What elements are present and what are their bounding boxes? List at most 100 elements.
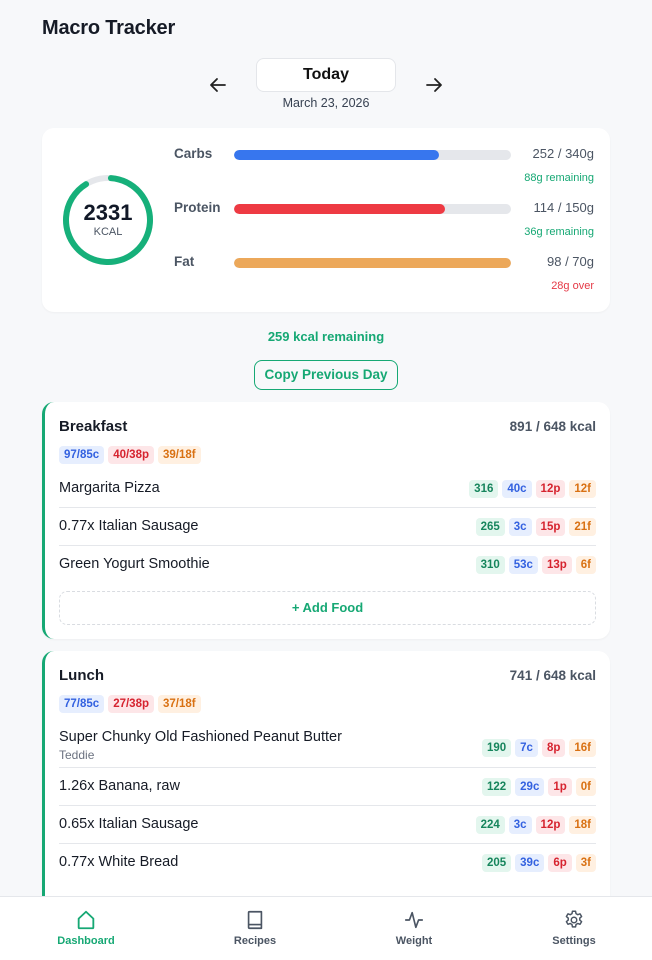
protein-badge: 15p xyxy=(535,518,566,536)
macro-row-protein: Protein 114 / 150g 36g remaining xyxy=(174,200,594,240)
kcal-remaining: 259 kcal remaining xyxy=(267,329,385,344)
kcal-badge: 205 xyxy=(481,854,512,872)
kcal-badge: 122 xyxy=(481,778,512,796)
macro-status: 28g over xyxy=(551,280,594,292)
fat-badge: 16f xyxy=(569,739,596,757)
copy-previous-day-button[interactable]: Copy Previous Day xyxy=(254,360,398,390)
book-icon xyxy=(247,910,263,930)
nav-label: Settings xyxy=(552,935,596,947)
today-button[interactable]: Today xyxy=(256,58,396,92)
protein-badge: 12p xyxy=(535,816,566,834)
kcal-badge: 310 xyxy=(475,556,505,574)
macro-amount: 252 / 340g xyxy=(532,146,594,161)
calorie-ring: 2331 KCAL xyxy=(62,174,154,266)
food-item[interactable]: 0.77x White Bread 205 39c 6p 3f xyxy=(59,844,596,882)
fat-badge: 18f xyxy=(569,816,596,834)
macro-name: Protein xyxy=(174,200,221,215)
calorie-total: 2331 xyxy=(83,200,133,225)
date-navigator: Today March 23, 2026 xyxy=(0,58,652,114)
kcal-badge: 190 xyxy=(481,739,512,757)
meal-card-lunch: Lunch 741 / 648 kcal 77/85c 27/38p 37/18… xyxy=(42,651,610,897)
protein-badge: 12p xyxy=(535,480,566,498)
daily-summary-card: 2331 KCAL Carbs 252 / 340g 88g remaining… xyxy=(42,128,610,312)
fat-badge: 37/18f xyxy=(158,695,201,713)
carbs-badge: 53c xyxy=(508,556,538,574)
carbs-badge: 3c xyxy=(508,816,532,834)
arrow-left-icon xyxy=(210,78,226,92)
calorie-progress-ring xyxy=(63,175,153,265)
food-name: 0.77x Italian Sausage xyxy=(59,518,199,534)
protein-badge: 8p xyxy=(541,739,566,757)
fat-badge: 12f xyxy=(569,480,596,498)
meal-kcal: 741 / 648 kcal xyxy=(509,668,596,683)
current-date: March 23, 2026 xyxy=(282,96,370,110)
meal-macro-badges: 77/85c 27/38p 37/18f xyxy=(59,695,201,713)
food-item[interactable]: 0.65x Italian Sausage 224 3c 12p 18f xyxy=(59,806,596,844)
food-item[interactable]: Green Yogurt Smoothie 310 53c 13p 6f xyxy=(59,546,596,584)
nav-dashboard[interactable]: Dashboard xyxy=(26,897,146,960)
nav-label: Dashboard xyxy=(57,935,115,947)
protein-badge: 27/38p xyxy=(108,695,154,713)
food-name: 0.65x Italian Sausage xyxy=(59,816,199,832)
previous-day-button[interactable] xyxy=(207,76,229,94)
food-name: Margarita Pizza xyxy=(59,480,160,496)
macro-status: 36g remaining xyxy=(524,226,594,238)
meal-title: Lunch xyxy=(59,667,104,684)
food-item[interactable]: 0.77x Italian Sausage 265 3c 15p 21f xyxy=(59,508,596,546)
carbs-badge: 3c xyxy=(508,518,532,536)
protein-badge: 13p xyxy=(541,556,572,574)
protein-badge: 1p xyxy=(548,778,572,796)
protein-badge: 40/38p xyxy=(108,446,154,464)
carbs-badge: 97/85c xyxy=(59,446,105,464)
calorie-unit: KCAL xyxy=(93,226,123,238)
meal-title: Breakfast xyxy=(59,418,128,435)
food-list: Super Chunky Old Fashioned Peanut Butter… xyxy=(59,724,596,882)
food-list: Margarita Pizza 316 40c 12p 12f 0.77x It… xyxy=(59,470,596,584)
meal-macro-badges: 97/85c 40/38p 39/18f xyxy=(59,446,201,464)
fat-badge: 21f xyxy=(569,518,596,536)
carbs-progress-bar xyxy=(234,150,511,160)
nav-settings[interactable]: Settings xyxy=(514,897,634,960)
food-brand: Teddie xyxy=(59,748,95,762)
food-item[interactable]: 1.26x Banana, raw 122 29c 1p 0f xyxy=(59,768,596,806)
gear-icon xyxy=(565,910,583,928)
home-icon xyxy=(77,910,95,930)
activity-icon xyxy=(404,911,424,929)
fat-progress-bar xyxy=(234,258,511,268)
arrow-right-icon xyxy=(426,78,442,92)
protein-progress-bar xyxy=(234,204,511,214)
carbs-badge: 7c xyxy=(515,739,538,757)
food-item[interactable]: Super Chunky Old Fashioned Peanut Butter… xyxy=(59,724,596,768)
dashboard-page: Macro Tracker Today March 23, 2026 2331 … xyxy=(0,17,652,897)
nav-label: Recipes xyxy=(233,935,277,947)
meal-kcal: 891 / 648 kcal xyxy=(509,419,596,434)
food-name: Super Chunky Old Fashioned Peanut Butter xyxy=(59,729,342,745)
fat-badge: 6f xyxy=(575,556,596,574)
next-day-button[interactable] xyxy=(423,76,445,94)
nav-label: Weight xyxy=(395,935,433,947)
meal-card-breakfast: Breakfast 891 / 648 kcal 97/85c 40/38p 3… xyxy=(42,402,610,639)
food-name: 0.77x White Bread xyxy=(59,854,179,870)
fat-badge: 3f xyxy=(575,854,596,872)
macro-name: Fat xyxy=(174,254,195,269)
food-item[interactable]: Margarita Pizza 316 40c 12p 12f xyxy=(59,470,596,508)
fat-badge: 39/18f xyxy=(158,446,201,464)
nav-weight[interactable]: Weight xyxy=(354,897,474,960)
kcal-badge: 265 xyxy=(475,518,505,536)
protein-badge: 6p xyxy=(548,854,572,872)
kcal-badge: 224 xyxy=(475,816,505,834)
carbs-badge: 39c xyxy=(515,854,545,872)
macro-row-carbs: Carbs 252 / 340g 88g remaining xyxy=(174,146,594,186)
fat-badge: 0f xyxy=(575,778,596,796)
nav-recipes[interactable]: Recipes xyxy=(195,897,315,960)
kcal-badge: 316 xyxy=(469,480,499,498)
macro-amount: 114 / 150g xyxy=(533,200,594,215)
carbs-badge: 77/85c xyxy=(59,695,105,713)
app-title: Macro Tracker xyxy=(42,17,176,39)
macro-status: 88g remaining xyxy=(524,172,594,184)
food-name: Green Yogurt Smoothie xyxy=(59,556,210,572)
macro-amount: 98 / 70g xyxy=(547,254,594,269)
macro-name: Carbs xyxy=(174,146,213,161)
carbs-badge: 40c xyxy=(502,480,532,498)
add-food-button[interactable]: + Add Food xyxy=(59,591,596,625)
